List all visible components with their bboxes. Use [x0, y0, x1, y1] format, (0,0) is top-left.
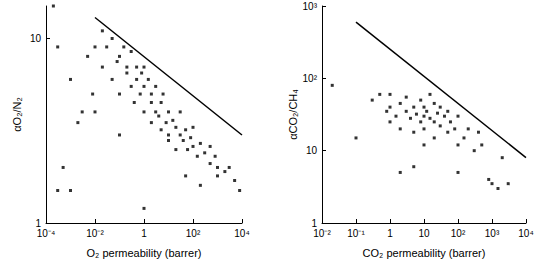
svg-text:10²: 10² — [303, 73, 318, 84]
svg-text:CO₂ permeability (barrer): CO₂ permeability (barrer) — [363, 247, 486, 259]
svg-text:1: 1 — [387, 228, 393, 239]
svg-text:10²: 10² — [451, 228, 466, 239]
svg-text:αO₂/N₂: αO₂/N₂ — [11, 97, 23, 131]
svg-text:10⁴: 10⁴ — [234, 228, 249, 239]
svg-text:10: 10 — [418, 228, 430, 239]
svg-text:1: 1 — [141, 228, 147, 239]
svg-text:10: 10 — [30, 33, 42, 44]
svg-text:10³: 10³ — [485, 228, 500, 239]
svg-text:10⁻²: 10⁻² — [86, 228, 104, 239]
svg-text:O₂ permeability (barrer): O₂ permeability (barrer) — [87, 247, 202, 259]
svg-text:1: 1 — [311, 217, 317, 229]
svg-text:10⁻²: 10⁻² — [313, 228, 331, 239]
svg-text:10⁴: 10⁴ — [518, 228, 533, 239]
svg-text:10⁻¹: 10⁻¹ — [347, 228, 365, 239]
svg-text:1: 1 — [35, 217, 41, 229]
svg-text:10: 10 — [306, 145, 318, 156]
svg-text:αCO₂/CH₄: αCO₂/CH₄ — [287, 89, 299, 140]
svg-text:10²: 10² — [186, 228, 201, 239]
svg-text:10³: 10³ — [303, 1, 318, 12]
svg-text:10⁻⁴: 10⁻⁴ — [37, 228, 55, 239]
